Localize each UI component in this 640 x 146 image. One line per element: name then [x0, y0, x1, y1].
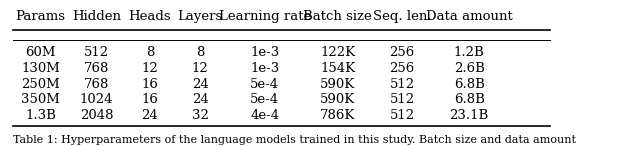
Text: 350M: 350M [21, 93, 60, 106]
Text: 512: 512 [390, 109, 415, 122]
Text: 8: 8 [196, 46, 205, 59]
Text: 786K: 786K [320, 109, 355, 122]
Text: Learning rate: Learning rate [219, 11, 311, 24]
Text: 1e-3: 1e-3 [250, 46, 279, 59]
Text: 256: 256 [389, 62, 415, 75]
Text: 6.8B: 6.8B [454, 93, 484, 106]
Text: 8: 8 [146, 46, 154, 59]
Text: 12: 12 [141, 62, 158, 75]
Text: 512: 512 [390, 93, 415, 106]
Text: Heads: Heads [129, 11, 171, 24]
Text: 768: 768 [84, 78, 109, 91]
Text: 590K: 590K [320, 78, 355, 91]
Text: Table 1: Hyperparameters of the language models trained in this study. Batch siz: Table 1: Hyperparameters of the language… [13, 135, 575, 145]
Text: 24: 24 [192, 78, 209, 91]
Text: Layers: Layers [178, 11, 223, 24]
Text: Data amount: Data amount [426, 11, 513, 24]
Text: 512: 512 [390, 78, 415, 91]
Text: 1.3B: 1.3B [25, 109, 56, 122]
Text: 1.2B: 1.2B [454, 46, 484, 59]
Text: 16: 16 [141, 78, 158, 91]
Text: 5e-4: 5e-4 [250, 78, 279, 91]
Text: 590K: 590K [320, 93, 355, 106]
Text: 1e-3: 1e-3 [250, 62, 279, 75]
Text: 512: 512 [84, 46, 109, 59]
Text: 6.8B: 6.8B [454, 78, 484, 91]
Text: 12: 12 [192, 62, 209, 75]
Text: 60M: 60M [26, 46, 56, 59]
Text: 256: 256 [389, 46, 415, 59]
Text: 16: 16 [141, 93, 158, 106]
Text: 5e-4: 5e-4 [250, 93, 279, 106]
Text: 130M: 130M [21, 62, 60, 75]
Text: 2048: 2048 [80, 109, 113, 122]
Text: 768: 768 [84, 62, 109, 75]
Text: Params: Params [15, 11, 66, 24]
Text: Batch size: Batch size [303, 11, 372, 24]
Text: 122K: 122K [320, 46, 355, 59]
Text: Seq. len.: Seq. len. [372, 11, 431, 24]
Text: 4e-4: 4e-4 [250, 109, 279, 122]
Text: 1024: 1024 [80, 93, 113, 106]
Text: 154K: 154K [320, 62, 355, 75]
Text: 24: 24 [141, 109, 158, 122]
Text: 23.1B: 23.1B [450, 109, 489, 122]
Text: 24: 24 [192, 93, 209, 106]
Text: Hidden: Hidden [72, 11, 121, 24]
Text: 2.6B: 2.6B [454, 62, 484, 75]
Text: 32: 32 [192, 109, 209, 122]
Text: 250M: 250M [21, 78, 60, 91]
